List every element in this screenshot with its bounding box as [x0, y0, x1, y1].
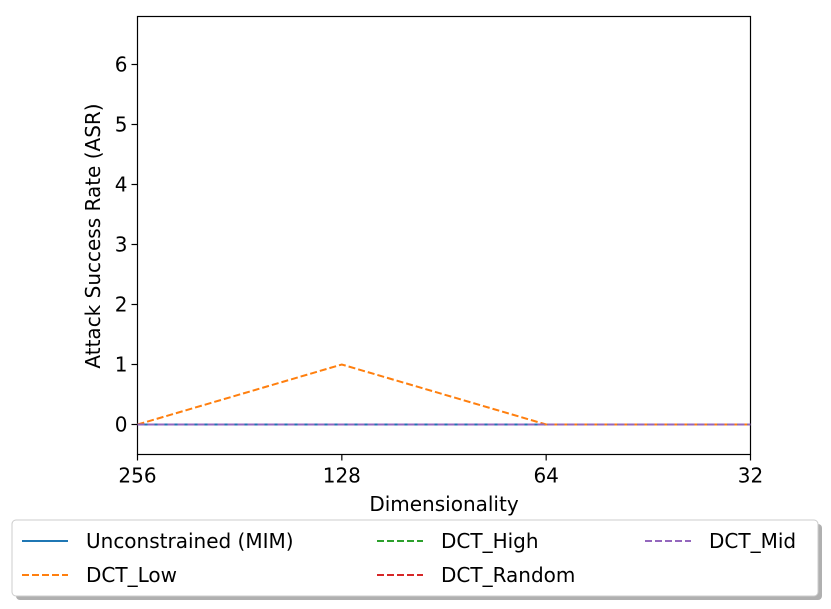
legend-label-dct-random: DCT_Random [441, 563, 575, 587]
legend-label-unconstrained-mim: Unconstrained (MIM) [86, 529, 294, 553]
legend-label-dct-mid: DCT_Mid [709, 529, 796, 553]
y-axis-title: Attack Success Rate (ASR) [81, 103, 105, 368]
y-axis-ticks: 0 1 2 3 4 5 6 [115, 53, 138, 437]
y-tick-label: 0 [115, 413, 128, 437]
series-line-dct-low [137, 363, 751, 426]
y-tick-label: 1 [115, 353, 128, 377]
legend: Unconstrained (MIM) DCT_Low DCT_High DCT_Ra… [11, 519, 822, 600]
legend-label-dct-high: DCT_High [441, 529, 539, 553]
series-layer [137, 363, 751, 426]
y-tick-label: 6 [115, 53, 128, 77]
x-tick-label: 32 [738, 464, 763, 488]
x-axis-title: Dimensionality [369, 492, 519, 516]
x-tick-label: 128 [323, 464, 361, 488]
legend-label-dct-low: DCT_Low [86, 563, 177, 587]
x-tick-label: 256 [118, 464, 156, 488]
plot-area [136, 15, 752, 456]
y-tick-label: 4 [115, 173, 128, 197]
legend-frame [11, 519, 819, 597]
legend-items: Unconstrained (MIM) DCT_Low DCT_High DCT_Ra… [22, 529, 796, 587]
y-tick-label: 5 [115, 113, 128, 137]
y-tick-label: 3 [115, 233, 128, 257]
x-axis-ticks: 256 128 64 32 [118, 454, 763, 488]
x-tick-label: 64 [533, 464, 558, 488]
y-tick-label: 2 [115, 293, 128, 317]
plot-frame [136, 15, 752, 456]
